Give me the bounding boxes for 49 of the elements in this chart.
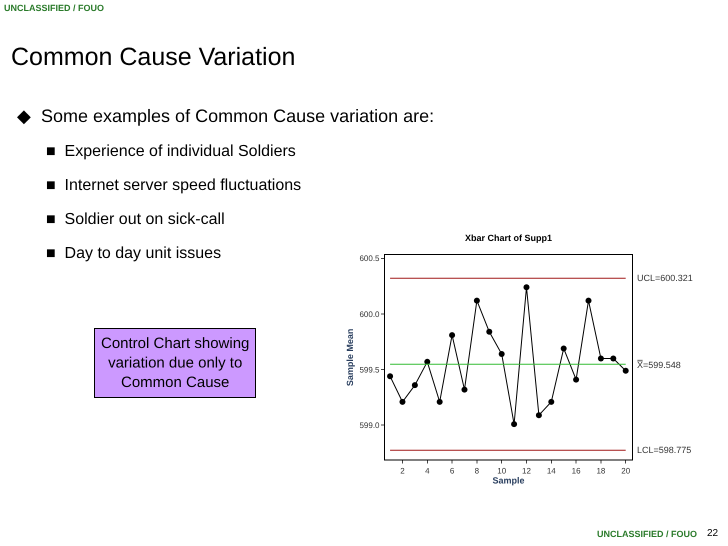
point xyxy=(486,328,492,335)
text: Control Chart showing variation due only to Common Cause xyxy=(101,335,250,391)
x-tick-label: 10 xyxy=(497,466,507,476)
x-tick-label: 16 xyxy=(572,466,582,476)
point xyxy=(498,351,505,358)
y-tick-label: 600.0 xyxy=(359,310,380,319)
point xyxy=(461,386,468,393)
text: ■ Experience of individual Soldiers xyxy=(46,143,296,160)
text: Common Cause Variation xyxy=(11,43,296,71)
point xyxy=(399,398,406,405)
x-tick-label: 4 xyxy=(425,466,430,476)
point xyxy=(622,368,629,374)
y-axis-title: Sample Mean xyxy=(344,328,355,386)
point xyxy=(586,298,592,304)
x-tick-label: 8 xyxy=(474,466,480,476)
text: 22 xyxy=(707,528,719,539)
text: ■ Internet server speed fluctuations xyxy=(46,177,302,194)
x-tick-label: 14 xyxy=(546,466,556,476)
point xyxy=(610,355,616,362)
point xyxy=(511,421,518,428)
ref-line-label: UCL=600.321 xyxy=(637,273,693,283)
x-tick-label: 20 xyxy=(621,466,631,476)
x-tick-label: 2 xyxy=(400,466,406,476)
x-tick-label: 6 xyxy=(450,466,455,476)
chart-title: Xbar Chart of Supp1 xyxy=(465,233,552,243)
y-tick-label: 599.0 xyxy=(359,421,380,430)
y-tick-label: 599.5 xyxy=(359,365,380,374)
text: UNCLASSIFIED / FOUO xyxy=(597,529,698,539)
point xyxy=(449,332,456,338)
x-axis-title: Sample xyxy=(492,475,525,486)
y-tick-label: 600.5 xyxy=(359,254,380,264)
text: ■ Day to day unit issues xyxy=(46,245,222,262)
point xyxy=(387,373,394,380)
point xyxy=(560,345,567,352)
point xyxy=(436,398,443,405)
point xyxy=(573,376,580,383)
text: UNCLASSIFIED / FOUO xyxy=(4,3,104,13)
text: ◆ Some examples of Common Cause variation are: xyxy=(17,106,434,126)
ref-line-label: X̿=599.548 xyxy=(637,359,681,370)
point xyxy=(548,398,554,405)
ref-line-label: LCL=598.775 xyxy=(637,445,692,455)
point xyxy=(523,284,530,290)
point xyxy=(598,355,604,362)
x-tick-label: 12 xyxy=(522,466,532,476)
point xyxy=(412,382,418,388)
x-tick-label: 18 xyxy=(596,466,606,476)
text: ■ Soldier out on sick-call xyxy=(46,211,225,228)
point xyxy=(474,298,480,304)
point xyxy=(536,412,542,418)
